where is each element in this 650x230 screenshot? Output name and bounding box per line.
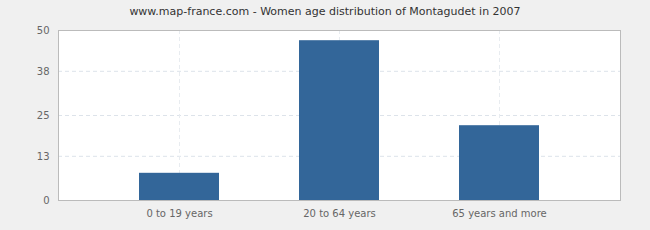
svg-text:50: 50 bbox=[37, 25, 50, 36]
svg-text:13: 13 bbox=[37, 151, 50, 162]
svg-text:38: 38 bbox=[37, 66, 50, 77]
html-text:www.map-france.com - Women age: www.map-france.com - Women age distribut… bbox=[129, 5, 521, 18]
svg-text:25: 25 bbox=[37, 110, 50, 121]
svg-text:65 years and more: 65 years and more bbox=[452, 208, 547, 219]
svg-text:20 to 64 years: 20 to 64 years bbox=[303, 208, 376, 219]
svg-text:0: 0 bbox=[43, 195, 49, 206]
svg-text:0 to 19 years: 0 to 19 years bbox=[146, 208, 212, 219]
